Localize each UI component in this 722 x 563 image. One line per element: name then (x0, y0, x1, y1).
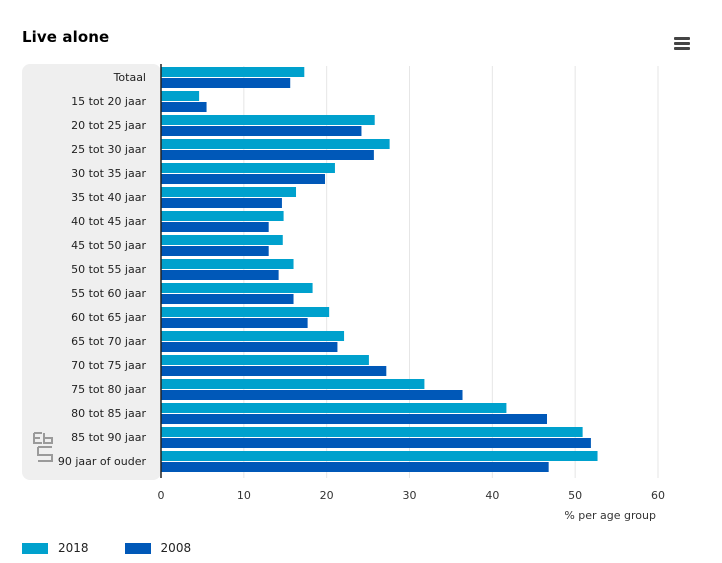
chart-title: Live alone (22, 28, 110, 46)
bar-2018-0[interactable] (161, 67, 305, 77)
category-label-0: Totaal (113, 71, 146, 84)
bar-2018-1[interactable] (161, 91, 200, 101)
bar-2008-3[interactable] (161, 150, 374, 160)
bar-2008-1[interactable] (161, 102, 207, 112)
bar-2008-11[interactable] (161, 342, 338, 352)
bar-2008-16[interactable] (161, 462, 549, 472)
category-band (22, 64, 161, 480)
x-tick-label-30: 30 (403, 489, 417, 502)
category-label-15: 85 tot 90 jaar (71, 431, 146, 444)
bar-2008-13[interactable] (161, 390, 463, 400)
bar-2008-14[interactable] (161, 414, 548, 424)
legend-swatch-2018 (22, 542, 48, 554)
bar-2018-9[interactable] (161, 283, 313, 293)
category-label-14: 80 tot 85 jaar (71, 407, 146, 420)
bar-2018-11[interactable] (161, 331, 345, 341)
legend-label-2008: 2008 (160, 541, 192, 555)
bar-2008-2[interactable] (161, 126, 362, 136)
bar-2008-5[interactable] (161, 198, 282, 208)
bar-2018-6[interactable] (161, 211, 284, 221)
x-tick-label-0: 0 (158, 489, 165, 502)
bar-2008-12[interactable] (161, 366, 387, 376)
category-label-12: 70 tot 75 jaar (71, 359, 146, 372)
legend-item-2018[interactable]: 2018 (22, 541, 89, 555)
chart-menu-button[interactable] (670, 34, 694, 54)
bar-2008-10[interactable] (161, 318, 308, 328)
category-label-6: 40 tot 45 jaar (71, 215, 146, 228)
category-label-13: 75 tot 80 jaar (71, 383, 146, 396)
x-tick-label-20: 20 (320, 489, 334, 502)
bar-2018-10[interactable] (161, 307, 330, 317)
bar-2008-0[interactable] (161, 78, 291, 88)
bar-2018-12[interactable] (161, 355, 369, 365)
category-label-11: 65 tot 70 jaar (71, 335, 146, 348)
category-label-2: 20 tot 25 jaar (71, 119, 146, 132)
x-tick-label-50: 50 (568, 489, 582, 502)
bar-2018-8[interactable] (161, 259, 294, 269)
bar-2018-3[interactable] (161, 139, 390, 149)
x-axis-title: % per age group (564, 509, 656, 522)
category-label-5: 35 tot 40 jaar (71, 191, 146, 204)
legend-item-2008[interactable]: 2008 (124, 541, 192, 555)
category-label-16: 90 jaar of ouder (58, 455, 147, 468)
bar-2018-2[interactable] (161, 115, 375, 125)
x-tick-label-10: 10 (237, 489, 251, 502)
bar-2018-14[interactable] (161, 403, 507, 413)
legend-swatch-2008 (124, 542, 151, 554)
bar-2018-15[interactable] (161, 427, 583, 437)
legend-label-2018: 2018 (58, 541, 89, 555)
cbs-logo-icon (33, 432, 53, 462)
bar-2008-7[interactable] (161, 246, 269, 256)
x-tick-label-40: 40 (485, 489, 499, 502)
chart-legend: 2018 2008 (22, 541, 227, 555)
category-label-9: 55 tot 60 jaar (71, 287, 146, 300)
x-tick-label-60: 60 (651, 489, 665, 502)
category-label-3: 25 tot 30 jaar (71, 143, 146, 156)
bar-2018-5[interactable] (161, 187, 297, 197)
category-label-7: 45 tot 50 jaar (71, 239, 146, 252)
bar-2008-9[interactable] (161, 294, 294, 304)
bar-2008-8[interactable] (161, 270, 279, 280)
bar-chart: Totaal 15 tot 20 jaar 20 tot 25 jaar 25 tot… (22, 64, 665, 522)
bar-2018-13[interactable] (161, 379, 425, 389)
category-label-1: 15 tot 20 jaar (71, 95, 146, 108)
bar-2008-6[interactable] (161, 222, 269, 232)
bar-2008-4[interactable] (161, 174, 326, 184)
bar-2018-7[interactable] (161, 235, 283, 245)
bar-2008-15[interactable] (161, 438, 591, 448)
bar-2018-16[interactable] (161, 451, 598, 461)
category-label-4: 30 tot 35 jaar (71, 167, 146, 180)
category-label-8: 50 tot 55 jaar (71, 263, 146, 276)
category-label-10: 60 tot 65 jaar (71, 311, 146, 324)
hamburger-menu-icon (674, 37, 690, 40)
bar-2018-4[interactable] (161, 163, 335, 173)
